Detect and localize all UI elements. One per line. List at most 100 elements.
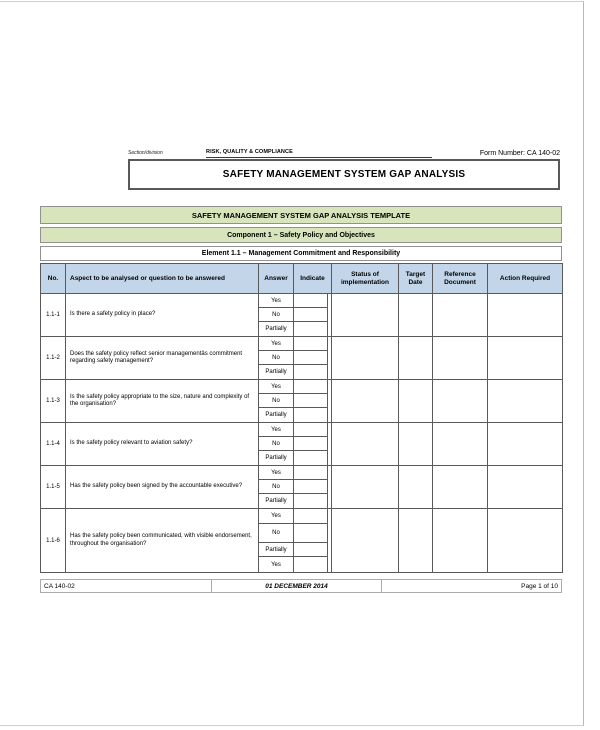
form-number: Form Number: CA 140-02 [479, 150, 560, 157]
answer-mini-row: Partially [41, 493, 563, 509]
element-title-bar: Element 1.1 – Management Commitment and … [40, 246, 562, 261]
answer-mini-row: 1.1-4 Is the safety policy relevant to av… [40, 422, 563, 466]
footer-page-number: Page 1 of 10 [521, 582, 558, 590]
indicate-checkbox-cell[interactable] [293, 508, 328, 524]
indicate-checkbox-cell[interactable] [293, 321, 328, 337]
col-header-reference-document: Reference Document [432, 263, 488, 294]
document-header: Section/division RISK, QUALITY & COMPLIA… [128, 145, 560, 158]
answer-mini-row: 1.1-6 Has the safety policy been communic… [40, 508, 563, 573]
answer-mini-row: Partially [41, 364, 563, 380]
reference-document-cell[interactable] [432, 422, 488, 466]
question-text-cell: Is the safety policy relevant to aviatio… [65, 422, 259, 466]
col-header-no: No. [40, 263, 66, 294]
answer-option-cell: No [258, 307, 294, 322]
reference-document-cell[interactable] [432, 336, 488, 380]
answer-option-cell: Yes [258, 508, 294, 524]
action-required-cell[interactable] [487, 465, 563, 509]
indicate-checkbox-cell[interactable] [293, 542, 328, 557]
action-required-cell[interactable] [487, 336, 563, 380]
answer-mini-row: 1.1-3 Is the safety policy appropriate to… [40, 379, 563, 423]
footer-form-code: CA 140-02 [41, 580, 212, 592]
answer-option-cell: Yes [258, 336, 294, 351]
target-date-cell[interactable] [398, 379, 433, 423]
target-date-cell[interactable] [398, 508, 433, 573]
target-date-cell[interactable] [398, 293, 433, 337]
answer-mini-row: No [41, 307, 563, 322]
target-date-cell[interactable] [398, 336, 433, 380]
reference-document-cell[interactable] [432, 465, 488, 509]
action-required-cell[interactable] [487, 293, 563, 337]
answer-mini-row: Partially [41, 407, 563, 423]
answer-option-cell: No [258, 523, 294, 543]
indicate-checkbox-cell[interactable] [293, 493, 328, 509]
template-title: SAFETY MANAGEMENT SYSTEM GAP ANALYSIS TE… [191, 210, 411, 220]
status-of-implementation-cell[interactable] [331, 293, 399, 337]
reference-document-cell[interactable] [432, 379, 488, 423]
question-number-cell: 1.1-2 [40, 336, 66, 380]
department-label: RISK, QUALITY & COMPLIANCE [206, 149, 432, 158]
page-footer: CA 140-02 01 DECEMBER 2014 Page 1 of 10 [40, 579, 562, 593]
answer-option-cell: Yes [258, 379, 294, 394]
answer-option-cell: Partially [258, 542, 294, 557]
indicate-checkbox-cell[interactable] [293, 379, 328, 394]
gap-analysis-table: No. Aspect to be analysed or question to… [40, 263, 563, 573]
question-number-cell: 1.1-3 [40, 379, 66, 423]
component-title-bar: Component 1 – Safety Policy and Objectiv… [40, 227, 562, 243]
answer-mini-row: No [41, 436, 563, 451]
answer-option-cell: Partially [258, 493, 294, 509]
target-date-cell[interactable] [398, 465, 433, 509]
status-of-implementation-cell[interactable] [331, 379, 399, 423]
question-number-cell: 1.1-1 [40, 293, 66, 337]
question-text-cell: Is the safety policy appropriate to the … [65, 379, 259, 423]
document-title: SAFETY MANAGEMENT SYSTEM GAP ANALYSIS [222, 169, 466, 180]
indicate-checkbox-cell[interactable] [293, 465, 328, 480]
question-number-cell: 1.1-5 [40, 465, 66, 509]
document-title-box: SAFETY MANAGEMENT SYSTEM GAP ANALYSIS [128, 159, 560, 190]
indicate-checkbox-cell[interactable] [293, 307, 328, 322]
indicate-checkbox-cell[interactable] [293, 479, 328, 494]
col-header-status: Status of implementation [331, 263, 399, 294]
question-number-cell: 1.1-4 [40, 422, 66, 466]
indicate-checkbox-cell[interactable] [293, 293, 328, 308]
question-text-cell: Has the safety policy been communicated,… [65, 508, 259, 573]
status-of-implementation-cell[interactable] [331, 422, 399, 466]
indicate-checkbox-cell[interactable] [293, 364, 328, 380]
answer-option-cell: Partially [258, 450, 294, 466]
action-required-cell[interactable] [487, 422, 563, 466]
question-text-cell: Does the safety policy reflect senior ma… [65, 336, 259, 380]
status-of-implementation-cell[interactable] [331, 508, 399, 573]
col-header-indicate: Indicate [293, 263, 332, 294]
answer-mini-row: Yes [41, 556, 563, 573]
action-required-cell[interactable] [487, 508, 563, 573]
indicate-checkbox-cell[interactable] [293, 422, 328, 437]
answer-option-cell: No [258, 436, 294, 451]
section-division-label: Section/division [128, 150, 163, 156]
status-of-implementation-cell[interactable] [331, 465, 399, 509]
component-title: Component 1 – Safety Policy and Objectiv… [227, 231, 375, 239]
indicate-checkbox-cell[interactable] [293, 436, 328, 451]
reference-document-cell[interactable] [432, 293, 488, 337]
answer-mini-row: No [41, 479, 563, 494]
table-header-row: No. Aspect to be analysed or question to… [40, 263, 563, 294]
indicate-checkbox-cell[interactable] [293, 556, 328, 573]
question-text-cell: Is there a safety policy in place? [65, 293, 259, 337]
action-required-cell[interactable] [487, 379, 563, 423]
footer-date: 01 DECEMBER 2014 [212, 580, 382, 592]
answer-option-cell: No [258, 393, 294, 408]
answer-option-cell: Yes [258, 293, 294, 308]
answer-option-cell: Yes [258, 422, 294, 437]
indicate-checkbox-cell[interactable] [293, 336, 328, 351]
indicate-checkbox-cell[interactable] [293, 523, 328, 543]
answer-mini-row: Partially [41, 450, 563, 466]
indicate-checkbox-cell[interactable] [293, 350, 328, 365]
answer-option-cell: Partially [258, 364, 294, 380]
status-of-implementation-cell[interactable] [331, 336, 399, 380]
template-title-bar: SAFETY MANAGEMENT SYSTEM GAP ANALYSIS TE… [40, 206, 562, 224]
indicate-checkbox-cell[interactable] [293, 407, 328, 423]
indicate-checkbox-cell[interactable] [293, 450, 328, 466]
indicate-checkbox-cell[interactable] [293, 393, 328, 408]
target-date-cell[interactable] [398, 422, 433, 466]
reference-document-cell[interactable] [432, 508, 488, 573]
answer-mini-row: 1.1-2 Does the safety policy reflect seni… [40, 336, 563, 380]
gap-table-body: 1.1-1 Is there a safety policy in place? Y… [40, 293, 563, 573]
